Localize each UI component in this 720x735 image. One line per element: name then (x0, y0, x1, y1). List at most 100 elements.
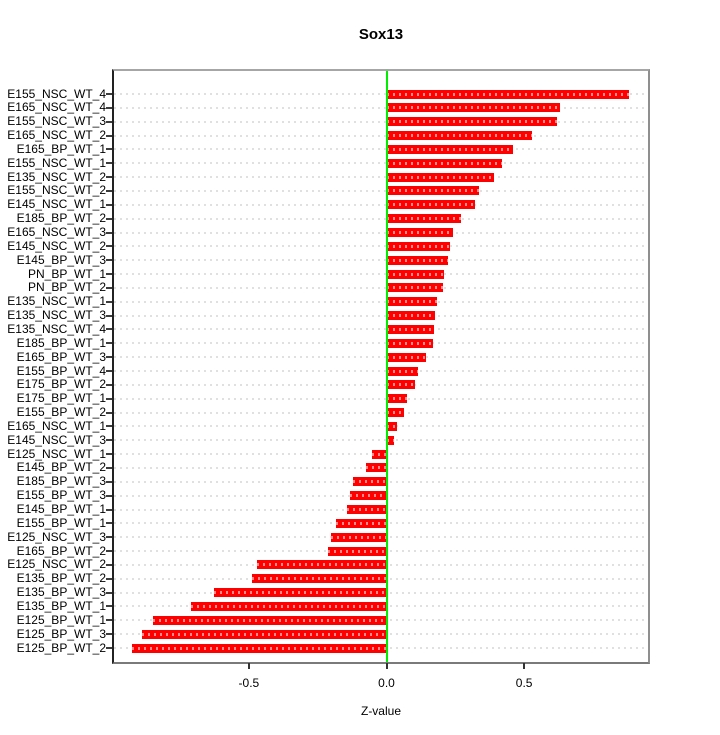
bar-stripe (386, 424, 397, 428)
bar-stripe (386, 411, 405, 415)
bar-stripe (347, 508, 387, 511)
chart-title: Sox13 (358, 26, 404, 43)
bar-stripe (386, 397, 407, 401)
gridline (114, 176, 648, 179)
y-tick-mark (106, 480, 112, 483)
bar-E155_NSC_WT_4 (386, 89, 629, 99)
bar-stripe (353, 480, 387, 484)
y-tick-mark (106, 577, 112, 580)
x-tick-mark (385, 663, 388, 669)
gridline (114, 189, 648, 192)
y-tick-label: PN_BP_WT_1 (27, 266, 106, 281)
y-tick-label: E145_BP_WT_3 (16, 252, 106, 267)
y-tick-mark (106, 120, 112, 123)
bar-E135_NSC_WT_2 (386, 172, 494, 182)
bar-E135_BP_WT_1 (190, 601, 387, 611)
bar-stripe (386, 106, 560, 110)
gridline (114, 106, 648, 109)
y-tick-mark (106, 633, 112, 636)
y-tick-mark (106, 522, 112, 525)
bar-stripe (327, 549, 387, 553)
bar-E125_BP_WT_3 (141, 629, 387, 639)
y-tick-label: E145_NSC_WT_1 (7, 197, 106, 212)
bar-stripe (365, 466, 387, 470)
y-tick-mark (106, 176, 112, 179)
bar-stripe (386, 327, 435, 331)
y-tick-mark (106, 563, 112, 566)
y-tick-label: E145_BP_WT_1 (16, 502, 106, 516)
bar-E145_BP_WT_1 (347, 505, 387, 514)
bar-E155_BP_WT_1 (336, 518, 387, 528)
gridline (114, 439, 648, 442)
y-tick-mark (106, 148, 112, 151)
y-tick-label: E155_NSC_WT_2 (7, 183, 106, 198)
y-tick-mark (106, 647, 112, 649)
y-tick-mark (106, 619, 112, 622)
y-tick-mark (106, 342, 112, 345)
y-tick-label: E185_BP_WT_2 (16, 211, 106, 226)
bar-E135_NSC_WT_1 (386, 297, 438, 307)
gridline (114, 148, 648, 151)
gridline (114, 273, 648, 276)
y-tick-label: E135_BP_WT_1 (16, 598, 106, 613)
gridline (114, 286, 648, 289)
y-tick-mark (106, 203, 112, 206)
bar-E165_BP_WT_3 (386, 352, 426, 362)
y-tick-mark (106, 162, 112, 165)
x-tick-mark (247, 663, 250, 669)
y-tick-label: E165_BP_WT_3 (16, 349, 106, 364)
bar-stripe (386, 258, 449, 262)
bar-E135_NSC_WT_3 (386, 311, 436, 321)
y-tick-label: E175_BP_WT_1 (16, 391, 106, 406)
y-tick-mark (106, 508, 112, 511)
bar-stripe (386, 231, 453, 234)
y-tick-label: E155_BP_WT_1 (16, 515, 106, 530)
bar-E155_NSC_WT_2 (386, 186, 479, 196)
y-tick-label: E145_NSC_WT_2 (7, 238, 106, 253)
gridline (114, 120, 648, 123)
y-tick-mark (106, 466, 112, 469)
bar-stripe (350, 494, 387, 498)
gridline (114, 425, 648, 428)
bar-stripe (336, 521, 387, 525)
y-tick-mark (106, 550, 112, 553)
y-tick-label: E165_NSC_WT_3 (7, 225, 106, 239)
bar-E165_NSC_WT_2 (386, 131, 533, 141)
bar-stripe (386, 314, 436, 318)
bar-E125_NSC_WT_1 (372, 449, 387, 459)
y-tick-mark (106, 536, 112, 539)
bar-stripe (256, 563, 387, 567)
y-tick-mark (106, 217, 112, 220)
y-tick-label: E125_BP_WT_1 (16, 612, 106, 627)
bar-stripe (131, 646, 387, 650)
bar-E155_NSC_WT_1 (386, 158, 503, 168)
bar-E165_NSC_WT_3 (386, 228, 453, 237)
gridline (114, 370, 648, 372)
y-tick-mark (106, 383, 112, 386)
y-tick-mark (106, 231, 112, 234)
bar-E165_NSC_WT_4 (386, 103, 560, 113)
bar-stripe (386, 244, 450, 248)
y-tick-label: E125_NSC_WT_3 (7, 529, 106, 544)
bar-E155_BP_WT_4 (386, 366, 418, 376)
bar-E135_BP_WT_3 (214, 588, 387, 598)
bar-stripe (386, 383, 415, 387)
y-tick-mark (106, 134, 112, 137)
y-tick-label: E145_BP_WT_2 (16, 460, 106, 475)
y-tick-mark (106, 93, 112, 95)
y-tick-label: E155_BP_WT_4 (16, 363, 106, 378)
y-tick-label: E135_NSC_WT_2 (7, 169, 106, 184)
gridline (114, 259, 648, 262)
gridline (114, 245, 648, 248)
bar-E145_NSC_WT_3 (386, 435, 394, 445)
y-tick-mark (106, 411, 112, 414)
bar-E185_BP_WT_2 (386, 214, 461, 224)
y-tick-mark (106, 273, 112, 276)
bar-E175_BP_WT_2 (386, 380, 415, 390)
gridline (114, 217, 648, 220)
bar-PN_BP_WT_1 (386, 269, 445, 279)
y-tick-mark (106, 106, 112, 109)
bar-stripe (252, 577, 387, 581)
gridline (114, 231, 648, 234)
